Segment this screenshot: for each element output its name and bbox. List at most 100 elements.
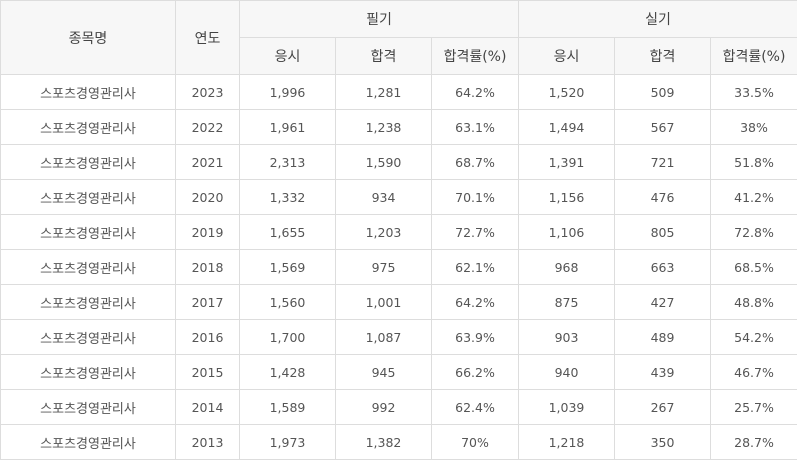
cell-practical-applicants: 903 [518, 319, 615, 355]
cell-written-passed: 934 [335, 179, 432, 215]
cell-practical-pass-rate: 33.5% [710, 74, 797, 110]
cell-written-pass-rate: 64.2% [431, 284, 519, 320]
cell-written-pass-rate: 70% [431, 424, 519, 460]
table-row: 스포츠경영관리사 2016 1,700 1,087 63.9% 903 489 … [0, 319, 797, 355]
cell-practical-passed: 663 [614, 249, 711, 285]
cell-year: 2022 [175, 109, 240, 145]
cell-practical-pass-rate: 54.2% [710, 319, 797, 355]
cell-item-name: 스포츠경영관리사 [0, 354, 176, 390]
cell-practical-pass-rate: 28.7% [710, 424, 797, 460]
cell-written-pass-rate: 63.1% [431, 109, 519, 145]
cell-written-passed: 975 [335, 249, 432, 285]
table-row: 스포츠경영관리사 2019 1,655 1,203 72.7% 1,106 80… [0, 214, 797, 250]
cell-practical-passed: 805 [614, 214, 711, 250]
table-header: 종목명 연도 필기 실기 응시 합격 합격률(%) 응시 합격 합격률(%) [0, 0, 797, 75]
cell-written-applicants: 1,996 [239, 74, 336, 110]
cell-practical-pass-rate: 46.7% [710, 354, 797, 390]
cell-practical-passed: 476 [614, 179, 711, 215]
cell-practical-pass-rate: 41.2% [710, 179, 797, 215]
cell-practical-applicants: 875 [518, 284, 615, 320]
cell-written-passed: 1,238 [335, 109, 432, 145]
cell-practical-applicants: 1,218 [518, 424, 615, 460]
cell-written-applicants: 1,973 [239, 424, 336, 460]
cell-practical-passed: 427 [614, 284, 711, 320]
table-row: 스포츠경영관리사 2018 1,569 975 62.1% 968 663 68… [0, 249, 797, 285]
cell-item-name: 스포츠경영관리사 [0, 179, 176, 215]
header-practical-passed: 합격 [614, 37, 711, 75]
cell-written-pass-rate: 70.1% [431, 179, 519, 215]
cell-practical-pass-rate: 68.5% [710, 249, 797, 285]
table-row: 스포츠경영관리사 2021 2,313 1,590 68.7% 1,391 72… [0, 144, 797, 180]
cell-item-name: 스포츠경영관리사 [0, 74, 176, 110]
cell-written-applicants: 1,655 [239, 214, 336, 250]
cell-year: 2016 [175, 319, 240, 355]
cell-written-passed: 1,382 [335, 424, 432, 460]
header-practical-exam: 실기 [518, 0, 797, 38]
cell-year: 2023 [175, 74, 240, 110]
table-row: 스포츠경영관리사 2015 1,428 945 66.2% 940 439 46… [0, 354, 797, 390]
table-row: 스포츠경영관리사 2014 1,589 992 62.4% 1,039 267 … [0, 389, 797, 425]
table-row: 스포츠경영관리사 2023 1,996 1,281 64.2% 1,520 50… [0, 74, 797, 110]
cell-item-name: 스포츠경영관리사 [0, 319, 176, 355]
cell-practical-pass-rate: 72.8% [710, 214, 797, 250]
cell-year: 2017 [175, 284, 240, 320]
cell-practical-applicants: 1,106 [518, 214, 615, 250]
cell-practical-applicants: 940 [518, 354, 615, 390]
cell-practical-applicants: 1,520 [518, 74, 615, 110]
header-written-passed: 합격 [335, 37, 432, 75]
header-written-pass-rate: 합격률(%) [431, 37, 519, 75]
cell-written-applicants: 2,313 [239, 144, 336, 180]
cell-written-pass-rate: 64.2% [431, 74, 519, 110]
cell-written-pass-rate: 63.9% [431, 319, 519, 355]
cell-written-applicants: 1,589 [239, 389, 336, 425]
cell-written-passed: 1,203 [335, 214, 432, 250]
cell-year: 2020 [175, 179, 240, 215]
cell-written-passed: 945 [335, 354, 432, 390]
cell-item-name: 스포츠경영관리사 [0, 284, 176, 320]
cell-written-pass-rate: 62.1% [431, 249, 519, 285]
cell-practical-passed: 721 [614, 144, 711, 180]
cell-year: 2015 [175, 354, 240, 390]
table-row: 스포츠경영관리사 2013 1,973 1,382 70% 1,218 350 … [0, 424, 797, 460]
cell-written-pass-rate: 72.7% [431, 214, 519, 250]
header-written-applicants: 응시 [239, 37, 336, 75]
cell-year: 2018 [175, 249, 240, 285]
cell-practical-applicants: 968 [518, 249, 615, 285]
cell-written-pass-rate: 62.4% [431, 389, 519, 425]
table-row: 스포츠경영관리사 2017 1,560 1,001 64.2% 875 427 … [0, 284, 797, 320]
cell-written-passed: 1,590 [335, 144, 432, 180]
cell-item-name: 스포츠경영관리사 [0, 144, 176, 180]
cell-item-name: 스포츠경영관리사 [0, 249, 176, 285]
cell-practical-passed: 567 [614, 109, 711, 145]
cell-written-passed: 1,281 [335, 74, 432, 110]
cell-practical-pass-rate: 38% [710, 109, 797, 145]
cell-written-passed: 1,087 [335, 319, 432, 355]
cell-practical-pass-rate: 48.8% [710, 284, 797, 320]
cell-item-name: 스포츠경영관리사 [0, 109, 176, 145]
header-year: 연도 [175, 0, 240, 75]
cell-practical-passed: 489 [614, 319, 711, 355]
cell-practical-applicants: 1,391 [518, 144, 615, 180]
cell-practical-passed: 350 [614, 424, 711, 460]
cell-practical-pass-rate: 25.7% [710, 389, 797, 425]
cell-practical-passed: 267 [614, 389, 711, 425]
table-row: 스포츠경영관리사 2020 1,332 934 70.1% 1,156 476 … [0, 179, 797, 215]
cell-item-name: 스포츠경영관리사 [0, 424, 176, 460]
cell-written-applicants: 1,428 [239, 354, 336, 390]
cell-practical-pass-rate: 51.8% [710, 144, 797, 180]
cell-written-applicants: 1,332 [239, 179, 336, 215]
cell-year: 2013 [175, 424, 240, 460]
cell-written-pass-rate: 66.2% [431, 354, 519, 390]
table-row: 스포츠경영관리사 2022 1,961 1,238 63.1% 1,494 56… [0, 109, 797, 145]
cell-written-applicants: 1,560 [239, 284, 336, 320]
cell-written-passed: 992 [335, 389, 432, 425]
table-body: 스포츠경영관리사 2023 1,996 1,281 64.2% 1,520 50… [0, 74, 797, 460]
cell-practical-applicants: 1,494 [518, 109, 615, 145]
cell-written-applicants: 1,961 [239, 109, 336, 145]
cell-year: 2021 [175, 144, 240, 180]
header-written-exam: 필기 [239, 0, 519, 38]
cell-item-name: 스포츠경영관리사 [0, 214, 176, 250]
cell-practical-applicants: 1,039 [518, 389, 615, 425]
cell-item-name: 스포츠경영관리사 [0, 389, 176, 425]
